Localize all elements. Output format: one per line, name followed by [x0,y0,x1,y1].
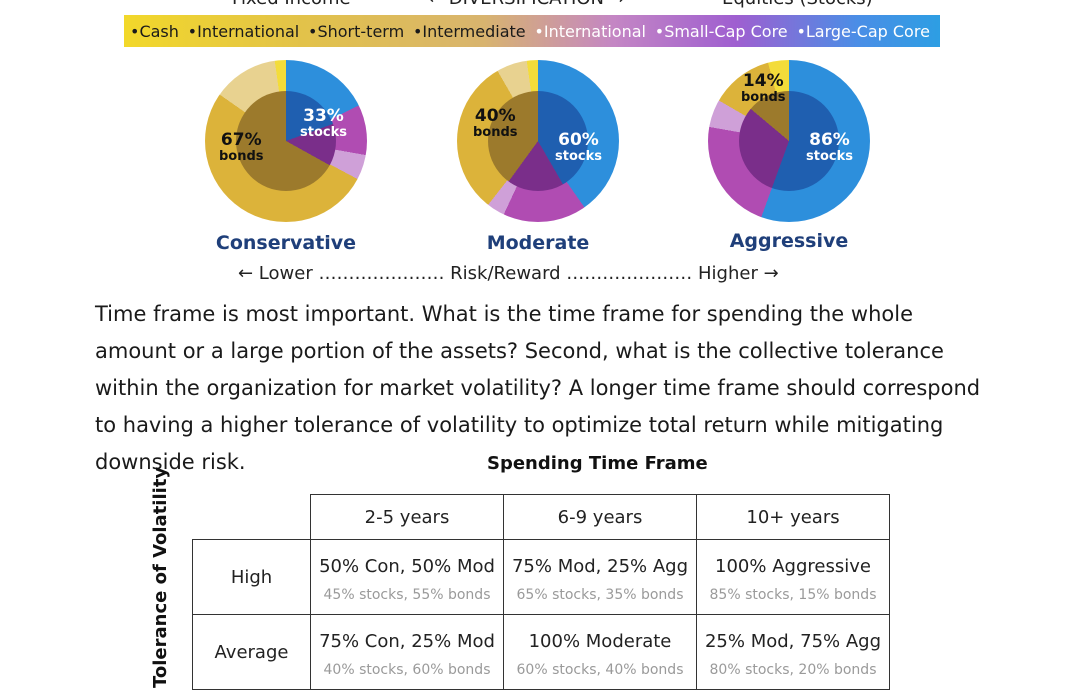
table-cell: 100% Aggressive 85% stocks, 15% bonds [696,539,890,615]
pie-moderate-stocks-label: 60% stocks [555,130,602,164]
pie-moderate-inner [488,91,588,191]
cell-mix: 65% stocks, 35% bonds [516,586,684,603]
table-corner [193,495,311,540]
cell-allocation: 100% Aggressive [715,555,871,577]
cell-mix: 45% stocks, 55% bonds [323,586,491,603]
cell-allocation: 75% Mod, 25% Agg [511,555,689,577]
pie-title-conservative: Conservative [215,232,357,254]
header-diversification: ← DIVERSIFICATION → [428,0,625,9]
table-cell: 50% Con, 50% Mod 45% stocks, 55% bonds [310,539,504,615]
column-header: 6-9 years [503,494,697,540]
cell-allocation: 50% Con, 50% Mod [319,555,495,577]
body-paragraph: Time frame is most important. What is th… [95,302,981,474]
pie-moderate: 60% stocks 40% bonds [457,60,619,222]
table-header-row: 2-5 years 6-9 years 10+ years [193,494,890,540]
pie-aggressive-stocks-label: 86% stocks [806,130,853,164]
table-cell: 75% Con, 25% Mod 40% stocks, 60% bonds [310,614,504,690]
cell-mix: 85% stocks, 15% bonds [709,586,877,603]
pie-aggressive-bonds-label: 14% bonds [741,71,786,105]
header-equities: Equities (Stocks) [722,0,873,9]
pie-conservative-bonds-label: 67% bonds [219,130,264,164]
table-row: Average 75% Con, 25% Mod 40% stocks, 60%… [192,614,890,690]
legend-item-short-term: •Short-term [308,21,405,41]
cell-allocation: 75% Con, 25% Mod [319,630,495,652]
pie-conservative: 33% stocks 67% bonds [205,60,367,222]
pie-conservative-inner [236,91,336,191]
table-title: Spending Time Frame [487,453,708,474]
pie-moderate-bonds-label: 40% bonds [473,106,518,140]
legend-item-international-stocks: •International [534,21,646,41]
header-fixed-income: Fixed Income [232,0,351,9]
side-label-volatility: Tolerance of Volatility [150,466,171,688]
cell-mix: 80% stocks, 20% bonds [709,661,877,678]
cell-allocation: 25% Mod, 75% Agg [704,630,882,652]
column-header: 10+ years [696,494,890,540]
risk-reward-scale: ← Lower ………………… Risk/Reward ………………… High… [238,263,779,284]
allocation-table: 2-5 years 6-9 years 10+ years High 50% C… [192,494,890,690]
pie-aggressive: 86% stocks 14% bonds [708,60,870,222]
table-cell: 75% Mod, 25% Agg 65% stocks, 35% bonds [503,539,697,615]
table-row: High 50% Con, 50% Mod 45% stocks, 55% bo… [192,539,890,615]
cell-mix: 40% stocks, 60% bonds [323,661,491,678]
row-header: Average [192,614,311,690]
column-header: 2-5 years [310,494,504,540]
legend-item-intermediate: •Intermediate [412,21,526,41]
legend-item-small-cap-core: •Small-Cap Core [654,21,788,41]
pie-conservative-stocks-label: 33% stocks [300,106,347,140]
legend-item-cash: •Cash [130,21,179,41]
table-cell: 25% Mod, 75% Agg 80% stocks, 20% bonds [696,614,890,690]
legend-item-international-bonds: •International [187,21,300,41]
pie-title-moderate: Moderate [486,232,590,254]
pie-title-aggressive: Aggressive [729,230,849,252]
table-cell: 100% Moderate 60% stocks, 40% bonds [503,614,697,690]
cell-allocation: 100% Moderate [528,630,672,652]
asset-class-legend-bar: •Cash •International •Short-term •Interm… [124,15,940,47]
row-header: High [192,539,311,615]
cell-mix: 60% stocks, 40% bonds [516,661,684,678]
pie-aggressive-inner [739,91,839,191]
legend-item-large-cap-core: •Large-Cap Core [796,21,930,41]
